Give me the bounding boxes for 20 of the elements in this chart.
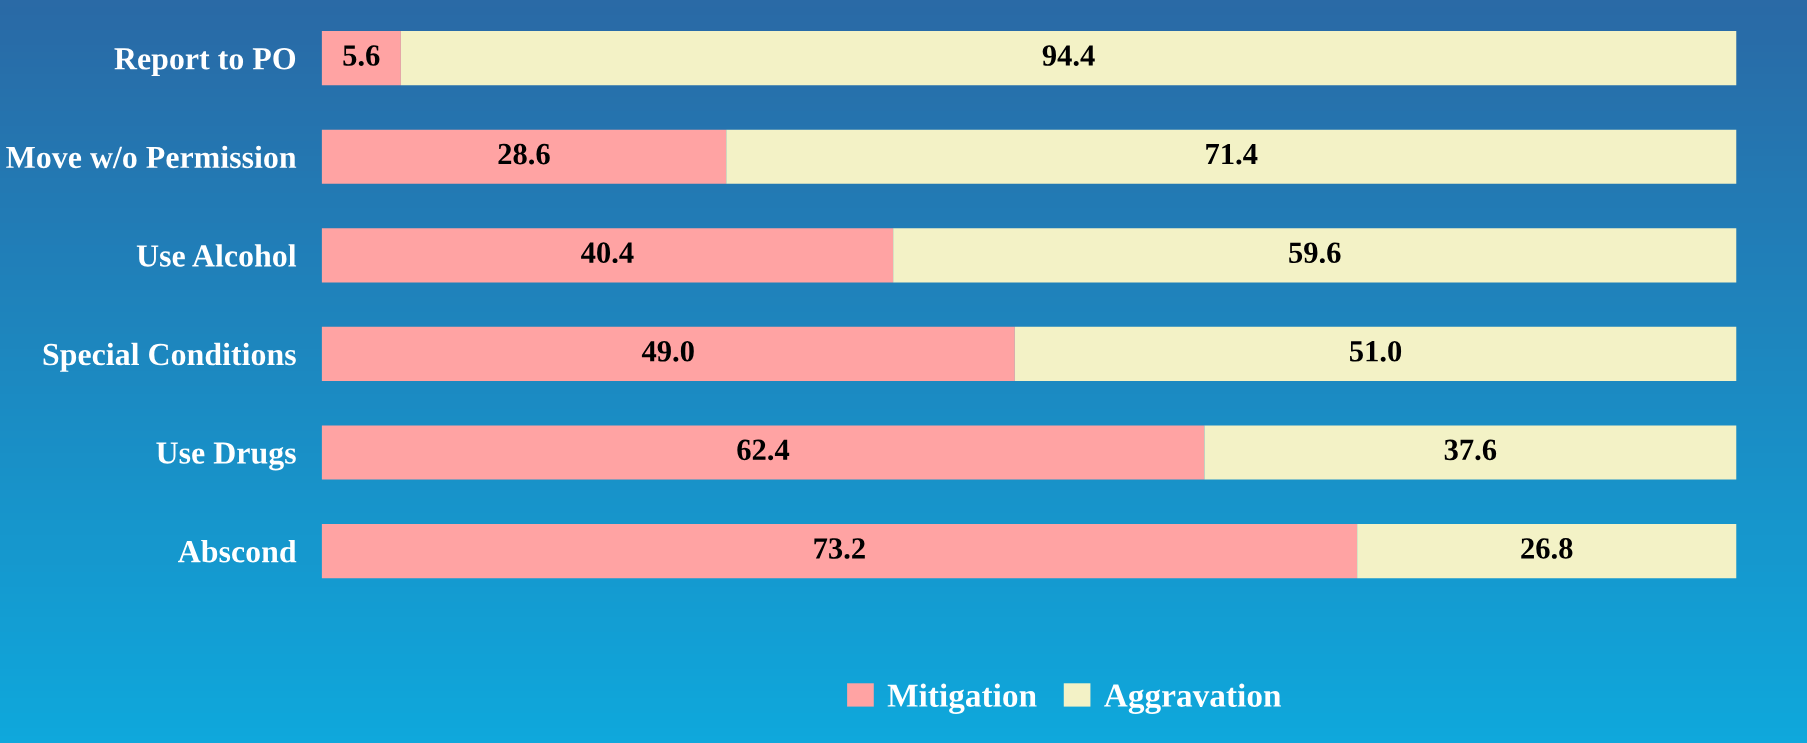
data-label: 5.6 xyxy=(343,45,380,66)
data-label: 26.8 xyxy=(1521,538,1573,559)
data-label: 59.6 xyxy=(1289,242,1341,264)
data-label: 37.6 xyxy=(1444,439,1497,461)
data-label: 51.0 xyxy=(1350,340,1402,362)
legend-label: Aggravation xyxy=(1104,683,1282,714)
y-tick-label: Report to PO xyxy=(114,48,296,77)
y-tick-label: Move w/o Permission xyxy=(6,145,297,169)
data-label: 94.4 xyxy=(1042,45,1095,66)
y-tick-label: Use Drugs xyxy=(156,442,296,471)
y-tick-label: Use Alcohol xyxy=(136,244,297,267)
y-tick-label: Abscond xyxy=(178,540,297,563)
data-label: 62.4 xyxy=(737,439,790,461)
legend-label: Mitigation xyxy=(887,683,1037,714)
y-tick-label: Special Conditions xyxy=(43,342,296,372)
data-label: 49.0 xyxy=(641,340,694,362)
data-label: 28.6 xyxy=(498,143,550,165)
data-label: 40.4 xyxy=(581,242,634,264)
data-label: 71.4 xyxy=(1206,143,1258,165)
data-label: 73.2 xyxy=(814,538,865,559)
